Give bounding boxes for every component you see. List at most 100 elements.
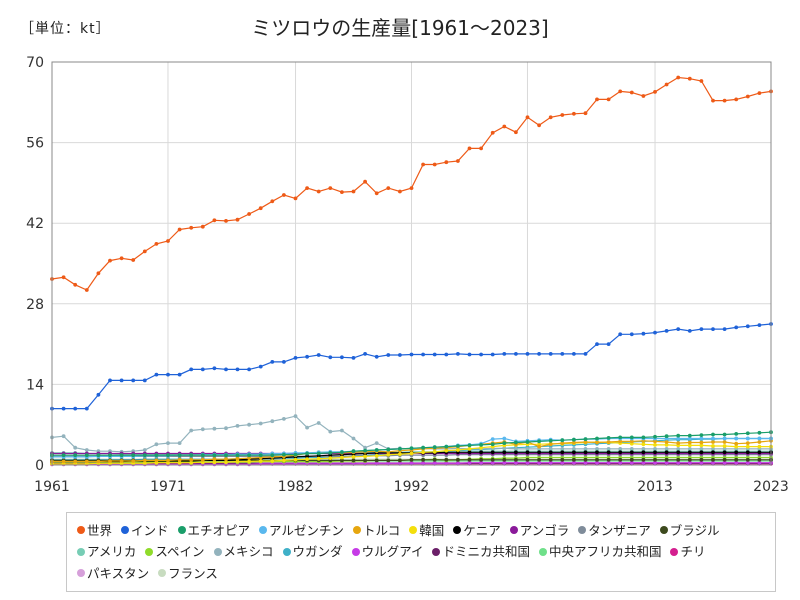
- data-point: [177, 372, 182, 377]
- data-point: [757, 91, 762, 95]
- data-point: [490, 450, 495, 455]
- data-point: [653, 443, 657, 447]
- data-point: [548, 438, 553, 443]
- data-point: [595, 440, 599, 445]
- data-point: [73, 406, 78, 411]
- data-point: [235, 453, 240, 458]
- data-point: [293, 452, 298, 457]
- data-point: [734, 460, 739, 465]
- data-point: [653, 434, 657, 439]
- data-point: [409, 457, 414, 462]
- data-point: [583, 352, 588, 356]
- legend-label: アンゴラ: [519, 522, 570, 538]
- data-point: [664, 460, 669, 465]
- data-point: [432, 449, 437, 454]
- data-point: [641, 331, 646, 336]
- data-point: [722, 450, 727, 455]
- data-point: [548, 115, 553, 120]
- data-point: [572, 460, 576, 465]
- data-point: [664, 329, 669, 333]
- data-point: [154, 242, 159, 246]
- data-point: [96, 459, 101, 464]
- data-point: [247, 212, 252, 216]
- data-point: [572, 457, 576, 462]
- data-point: [154, 442, 159, 447]
- legend-item: 韓国: [409, 520, 444, 541]
- y-tick-label: 56: [26, 136, 44, 152]
- legend-marker: [432, 547, 441, 556]
- data-point: [235, 367, 240, 372]
- data-point: [560, 460, 565, 465]
- data-point: [247, 453, 252, 458]
- data-point: [409, 446, 414, 451]
- data-point: [595, 97, 599, 102]
- data-point: [711, 450, 715, 455]
- data-point: [432, 352, 437, 357]
- data-point: [676, 450, 681, 455]
- data-point: [340, 458, 344, 463]
- data-point: [398, 189, 402, 194]
- data-point: [212, 457, 217, 462]
- data-point: [699, 443, 704, 448]
- data-point: [421, 162, 425, 167]
- data-point: [560, 441, 565, 445]
- data-point: [745, 324, 750, 329]
- legend-item: メキシコ: [213, 541, 274, 562]
- legend-marker: [453, 526, 462, 534]
- data-point: [467, 447, 472, 451]
- data-point: [722, 444, 727, 448]
- data-point: [374, 461, 379, 466]
- data-point: [340, 190, 344, 195]
- data-point: [583, 457, 588, 462]
- x-tick-label: 1992: [394, 479, 430, 495]
- data-point: [84, 448, 89, 452]
- data-point: [386, 458, 391, 463]
- data-point: [745, 94, 750, 99]
- data-point: [456, 159, 460, 163]
- data-point: [84, 453, 89, 458]
- data-point: [711, 444, 715, 448]
- data-point: [490, 457, 495, 462]
- data-point: [154, 372, 159, 377]
- data-point: [664, 443, 669, 447]
- data-point: [514, 130, 518, 135]
- x-tick-label: 1971: [150, 479, 186, 495]
- legend-label: インド: [131, 522, 169, 538]
- data-point: [641, 435, 646, 440]
- data-point: [235, 217, 240, 222]
- data-point: [409, 352, 414, 357]
- data-point: [212, 453, 217, 458]
- data-point: [409, 451, 414, 456]
- data-point: [154, 453, 159, 458]
- data-point: [258, 206, 263, 211]
- data-point: [351, 458, 356, 463]
- legend-item: ケニア: [453, 520, 501, 541]
- data-point: [734, 457, 739, 462]
- data-point: [270, 360, 275, 364]
- data-point: [641, 94, 646, 98]
- legend-label: 世界: [87, 522, 113, 538]
- data-point: [711, 327, 715, 331]
- legend-label: タンザニア: [588, 522, 651, 538]
- data-point: [572, 437, 576, 442]
- data-point: [502, 450, 507, 455]
- data-point: [212, 366, 217, 371]
- data-point: [386, 461, 391, 466]
- unit-label: ［単位：kt］: [20, 21, 111, 37]
- data-point: [699, 327, 704, 331]
- data-point: [328, 451, 333, 455]
- data-point: [235, 459, 240, 464]
- legend-item: ウルグアイ: [351, 541, 423, 562]
- data-point: [618, 435, 623, 440]
- data-point: [61, 406, 66, 411]
- data-point: [606, 440, 611, 444]
- legend-marker: [670, 547, 679, 556]
- data-point: [502, 436, 507, 441]
- data-point: [502, 441, 507, 445]
- data-point: [537, 352, 541, 356]
- data-point: [305, 451, 309, 456]
- data-point: [653, 330, 657, 335]
- data-point: [456, 444, 460, 448]
- data-point: [316, 353, 321, 357]
- data-point: [421, 457, 425, 462]
